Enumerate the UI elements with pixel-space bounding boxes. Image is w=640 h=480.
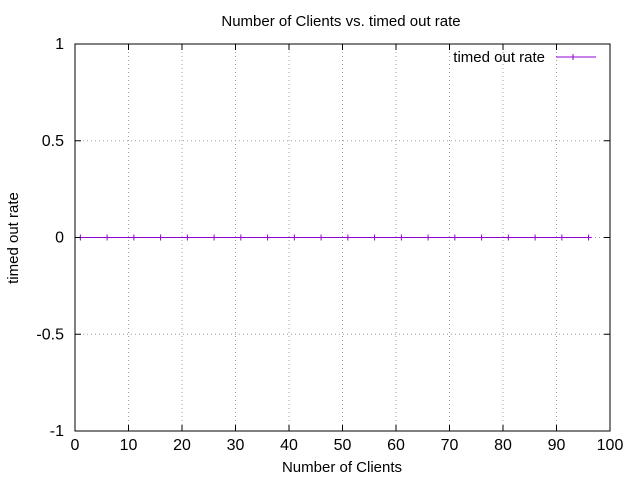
data-point <box>585 234 592 241</box>
legend-swatch <box>556 54 596 60</box>
data-point <box>558 234 565 241</box>
grid <box>75 44 610 431</box>
data-point <box>532 234 539 241</box>
data-point <box>478 234 485 241</box>
data-point <box>104 234 111 241</box>
x-tick-label: 70 <box>441 437 459 454</box>
data-point <box>237 234 244 241</box>
data-point <box>398 234 405 241</box>
x-tick-label: 60 <box>387 437 405 454</box>
y-tick-label: -0.5 <box>36 326 64 343</box>
legend-label: timed out rate <box>453 49 545 66</box>
x-tick-label: 10 <box>120 437 138 454</box>
y-tick-label: 1 <box>55 36 64 53</box>
x-tick-label: 90 <box>548 437 566 454</box>
y-axis-title: timed out rate <box>5 192 22 284</box>
y-tick-label: -1 <box>50 423 64 440</box>
data-point <box>291 234 298 241</box>
data-point <box>157 234 164 241</box>
x-tick-label: 100 <box>597 437 624 454</box>
data-point <box>130 234 137 241</box>
x-tick-label: 0 <box>71 437 80 454</box>
y-tick-label: 0.5 <box>42 133 64 150</box>
x-tick-label: 40 <box>280 437 298 454</box>
data-point <box>264 234 271 241</box>
x-tick-label: 20 <box>173 437 191 454</box>
x-axis-title: Number of Clients <box>282 459 402 476</box>
x-tick-label: 30 <box>227 437 245 454</box>
data-point <box>344 234 351 241</box>
x-tick-label: 50 <box>334 437 352 454</box>
series-layer <box>77 234 592 241</box>
data-point <box>371 234 378 241</box>
data-point <box>505 234 512 241</box>
data-point <box>451 234 458 241</box>
chart-title: Number of Clients vs. timed out rate <box>221 13 460 30</box>
ticks: 0 10 20 30 40 50 60 70 80 90 100 -1 -0.5 0 0.5 1 <box>36 36 623 454</box>
x-tick-label: 80 <box>494 437 512 454</box>
data-point <box>184 234 191 241</box>
y-tick-label: 0 <box>55 230 64 247</box>
data-point <box>211 234 218 241</box>
data-point <box>425 234 432 241</box>
data-point <box>318 234 325 241</box>
legend: timed out rate <box>453 49 596 66</box>
